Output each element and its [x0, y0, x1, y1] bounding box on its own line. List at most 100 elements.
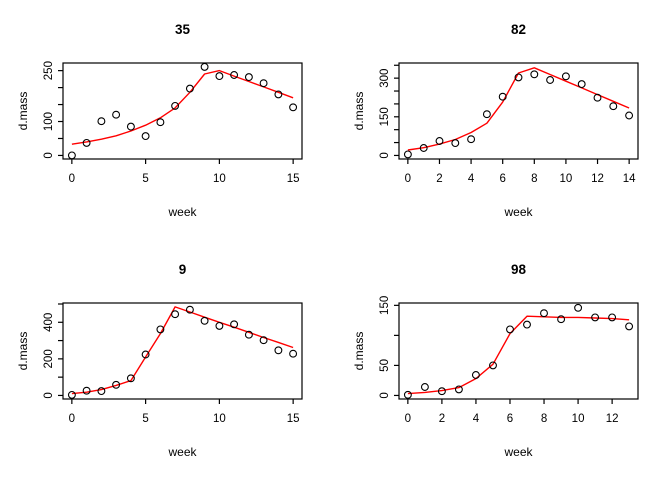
x-tick-label: 15: [287, 413, 300, 425]
fit-line: [71, 69, 294, 145]
data-point: [67, 151, 76, 160]
x-axis-label: week: [503, 205, 533, 219]
data-point: [141, 132, 150, 141]
data-point: [403, 390, 412, 399]
data-point: [574, 303, 583, 312]
plot-box: [398, 302, 639, 400]
data-point: [489, 361, 497, 370]
data-point: [514, 73, 523, 82]
y-tick-label: 200: [43, 349, 55, 368]
data-point: [435, 137, 444, 145]
plot-box: [62, 302, 303, 400]
y-tick-label: 250: [43, 61, 55, 80]
x-tick-label: 5: [142, 173, 148, 185]
fit-line: [407, 315, 630, 395]
x-tick-label: 2: [439, 413, 445, 425]
data-point: [506, 325, 514, 334]
data-point: [230, 320, 239, 329]
data-point: [451, 139, 460, 148]
data-point: [259, 79, 268, 88]
data-point: [215, 321, 224, 330]
y-tick-label: 50: [379, 359, 391, 372]
x-axis-label: week: [167, 205, 197, 219]
data-point: [200, 316, 209, 325]
x-tick-label: 0: [69, 173, 75, 185]
y-tick-label: 100: [43, 112, 55, 131]
data-point: [82, 138, 91, 147]
data-point: [274, 90, 283, 99]
data-point: [498, 92, 507, 101]
x-tick-label: 10: [572, 413, 585, 425]
x-tick-label: 8: [541, 413, 547, 425]
y-axis-label: d.mass: [352, 332, 366, 371]
data-point: [112, 110, 121, 119]
chart-panel-82: 0 2 4 6 8 10 12 14 0 150 300 82 week d.mass: [352, 22, 639, 219]
data-point: [200, 62, 209, 71]
x-tick-label: 2: [436, 173, 442, 185]
x-axis-label: week: [503, 445, 533, 459]
data-point: [274, 346, 283, 355]
y-axis-label: d.mass: [16, 92, 30, 131]
data-point: [185, 84, 194, 93]
data-point: [141, 350, 150, 359]
data-point: [215, 72, 224, 81]
data-point: [471, 371, 480, 379]
x-tick-label: 0: [405, 413, 411, 425]
data-point: [625, 111, 634, 120]
data-point: [244, 330, 253, 339]
plot-box: [62, 62, 303, 160]
y-tick-label: 150: [379, 107, 391, 126]
plot-box: [398, 62, 639, 160]
x-tick-label: 6: [507, 413, 513, 425]
data-point: [609, 102, 618, 111]
data-point: [97, 387, 106, 396]
y-axis-label: d.mass: [16, 332, 30, 371]
panel-title: 35: [175, 22, 191, 37]
data-point: [171, 101, 180, 110]
chart-panel-35: 0 5 10 15 0 100 250 35 week d.mass: [16, 22, 303, 219]
data-point: [561, 72, 570, 81]
x-tick-label: 0: [69, 413, 75, 425]
x-tick-label: 10: [213, 413, 226, 425]
x-tick-label: 4: [468, 173, 475, 185]
data-point: [126, 374, 135, 383]
y-tick-label: 300: [379, 69, 391, 88]
data-point: [467, 135, 476, 144]
data-point: [546, 76, 555, 84]
panel-title: 98: [511, 262, 527, 277]
data-point: [608, 313, 617, 322]
y-axis-label: d.mass: [352, 92, 366, 131]
chart-panel-98: 0 2 4 6 8 10 12 0 50 150 98 week d.mass: [352, 262, 639, 459]
y-tick-label: 0: [43, 392, 55, 398]
chart-panel-9: 0 5 10 15 0 200 400 9 week d.mass: [16, 262, 303, 459]
data-point: [289, 349, 298, 358]
y-tick-label: 150: [379, 296, 391, 315]
data-point: [482, 110, 491, 119]
data-point: [625, 322, 634, 331]
x-axis-label: week: [167, 445, 197, 459]
data-point: [230, 71, 239, 79]
data-point: [171, 310, 180, 319]
data-point: [156, 118, 165, 127]
data-point: [156, 325, 165, 334]
data-point: [97, 117, 106, 126]
data-point: [540, 309, 548, 318]
data-point: [126, 122, 135, 131]
y-tick-label: 0: [379, 392, 391, 398]
x-tick-label: 12: [606, 413, 619, 425]
data-point: [67, 390, 76, 399]
fit-line: [407, 67, 630, 151]
y-tick-label: 0: [43, 152, 55, 158]
x-tick-label: 8: [531, 173, 537, 185]
x-tick-label: 14: [623, 173, 636, 185]
data-point: [185, 305, 194, 314]
x-tick-label: 4: [473, 413, 480, 425]
data-point: [530, 70, 539, 79]
data-point: [289, 103, 298, 112]
x-tick-label: 15: [287, 173, 300, 185]
data-point: [523, 320, 531, 329]
data-point: [244, 73, 253, 82]
panel-title: 82: [511, 22, 526, 37]
x-tick-label: 12: [591, 173, 604, 185]
